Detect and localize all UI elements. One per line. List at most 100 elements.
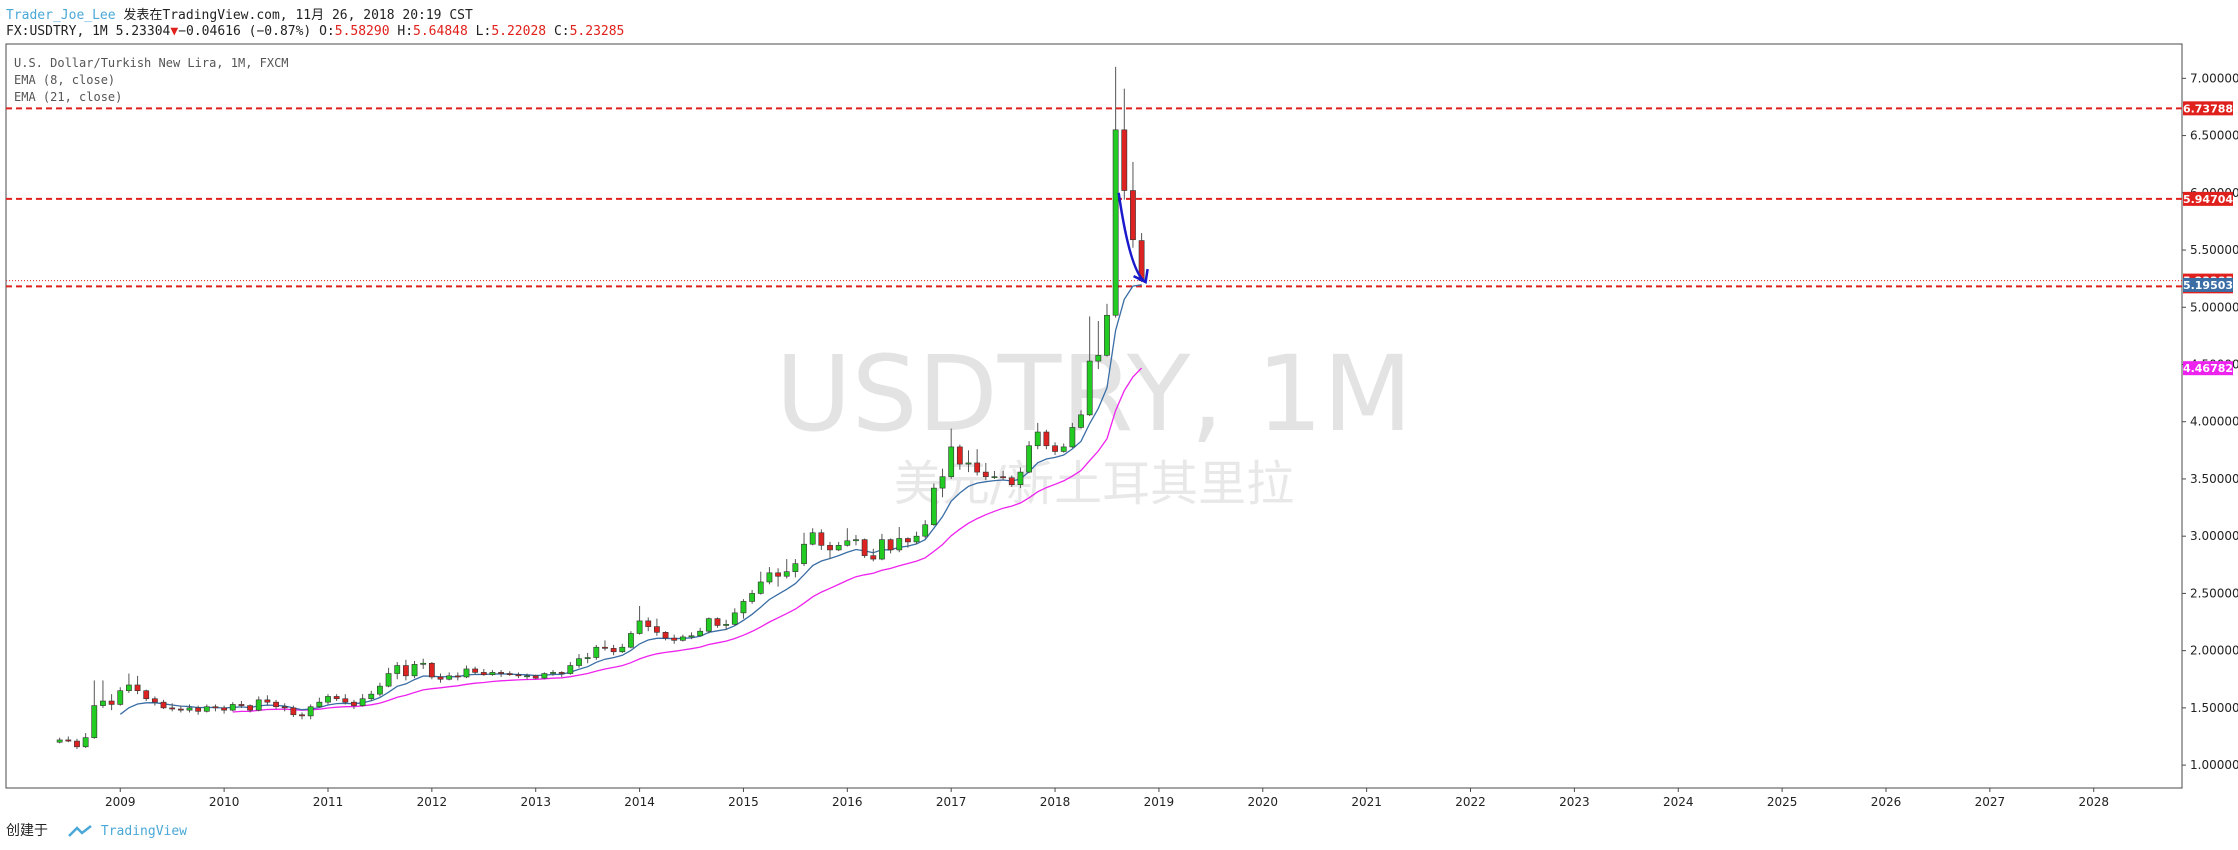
candle-body: [619, 646, 626, 653]
candle-body: [82, 737, 89, 748]
candle-2009-02: [126, 673, 132, 693]
candle-2010-08: [281, 703, 288, 712]
price-tag-bg: [2183, 191, 2233, 206]
candle-2012-04: [454, 672, 461, 681]
price-tag-4.46782: 4.46782: [2183, 361, 2233, 376]
candle-2014-06: [679, 634, 686, 642]
watermark-title: USDTRY, 1M: [776, 333, 1413, 455]
y-tick-label: 5.50000: [2190, 243, 2238, 257]
candle-body: [870, 555, 877, 560]
y-tick-label: 1.50000: [2190, 701, 2238, 715]
candle-body: [100, 700, 106, 706]
candle-body: [861, 539, 868, 556]
candle-2009-10: [195, 705, 202, 715]
candle-2017-01: [948, 428, 955, 479]
candle-2018-07: [1104, 303, 1110, 357]
candle-body: [342, 698, 349, 703]
legend-title: U.S. Dollar/Turkish New Lira, 1M, FXCM: [14, 56, 289, 70]
price-tag-bg: [2183, 361, 2233, 376]
candle-body: [203, 706, 210, 712]
high-value: 5.64848: [413, 24, 468, 39]
candle-body: [653, 626, 660, 633]
candle-body: [316, 701, 323, 708]
ema21-line: [232, 367, 1143, 713]
x-tick-label: 2010: [209, 795, 240, 809]
candle-2017-05: [982, 462, 989, 481]
candle-2014-01: [636, 606, 643, 635]
y-tick-label: 7.00000: [2190, 71, 2238, 85]
candle-body: [974, 462, 981, 473]
candle-2013-10: [610, 644, 617, 656]
candle-body: [186, 707, 193, 711]
candle-2017-11: [1034, 422, 1041, 450]
candle-2014-09: [705, 617, 712, 634]
candle-body: [896, 538, 903, 551]
price-tag-label: 6.73788: [2183, 102, 2233, 115]
price-change: −0.04616 (−0.87%): [178, 24, 312, 39]
candle-2016-05: [879, 533, 885, 561]
candle-2013-02: [541, 672, 548, 680]
candle-2009-11: [203, 704, 210, 713]
candle-2011-01: [325, 694, 331, 705]
candle-2013-03: [550, 670, 556, 676]
price-tag-5.94704: 5.94704: [2183, 191, 2233, 206]
author-link[interactable]: Trader_Joe_Lee: [6, 8, 116, 23]
candle-body: [359, 698, 366, 706]
candle-body: [913, 535, 920, 543]
x-tick-label: 2021: [1351, 795, 1382, 809]
candle-2009-09: [186, 704, 193, 713]
close-value: 5.23285: [569, 24, 625, 39]
candle-body: [1034, 431, 1041, 447]
candle-body: [1078, 414, 1084, 428]
candle-2015-10: [818, 529, 825, 550]
candle-body: [428, 662, 435, 678]
candle-body: [134, 684, 141, 692]
candle-2013-08: [593, 644, 600, 660]
candle-body: [740, 601, 747, 614]
candle-body: [991, 476, 998, 478]
candle-2014-11: [723, 619, 730, 631]
chart-header: Trader_Joe_Lee 发表在TradingView.com, 11月 2…: [0, 0, 2238, 44]
candle-body: [645, 620, 652, 627]
candle-body: [377, 685, 383, 695]
published-info: 发表在TradingView.com, 11月 26, 2018 20:19 C…: [123, 8, 473, 23]
candle-body: [827, 545, 833, 551]
horizontal-levels: [6, 107, 2182, 288]
candle-2015-03: [757, 571, 764, 595]
candle-2009-03: [134, 675, 141, 695]
x-tick-label: 2023: [1559, 795, 1590, 809]
candle-2009-01: [117, 687, 124, 706]
candle-2011-10: [402, 659, 409, 681]
candle-2018-02: [1060, 443, 1067, 453]
tradingview-link[interactable]: TradingView: [100, 824, 187, 839]
candle-2016-08: [905, 537, 911, 548]
candle-body: [1000, 476, 1007, 479]
candle-2016-12: [939, 468, 946, 498]
candle-2013-12: [628, 631, 634, 649]
candle-body: [679, 636, 686, 641]
candle-2012-07: [480, 668, 487, 676]
candle-body: [221, 707, 228, 711]
candle-body: [402, 665, 409, 677]
candle-body: [524, 675, 530, 678]
candle-body: [662, 632, 669, 639]
x-tick-label: 2016: [832, 795, 863, 809]
candle-2014-03: [653, 618, 660, 636]
candle-body: [731, 612, 738, 625]
candle-2013-05: [567, 662, 574, 675]
candle-2015-05: [775, 568, 781, 587]
candle-body: [151, 698, 158, 703]
candle-2008-12: [108, 694, 115, 711]
candle-body: [299, 714, 305, 717]
candle-2011-02: [333, 694, 340, 702]
close-label: C:: [553, 24, 570, 39]
candle-2015-11: [827, 541, 833, 560]
candle-body: [801, 543, 807, 564]
x-tick-label: 2027: [1975, 795, 2006, 809]
candle-body: [212, 706, 219, 709]
candle-body: [247, 705, 253, 711]
price-tag-label: 5.19503: [2183, 279, 2233, 292]
publish-line: Trader_Joe_Lee 发表在TradingView.com, 11月 2…: [6, 4, 473, 23]
candle-body: [65, 739, 72, 742]
